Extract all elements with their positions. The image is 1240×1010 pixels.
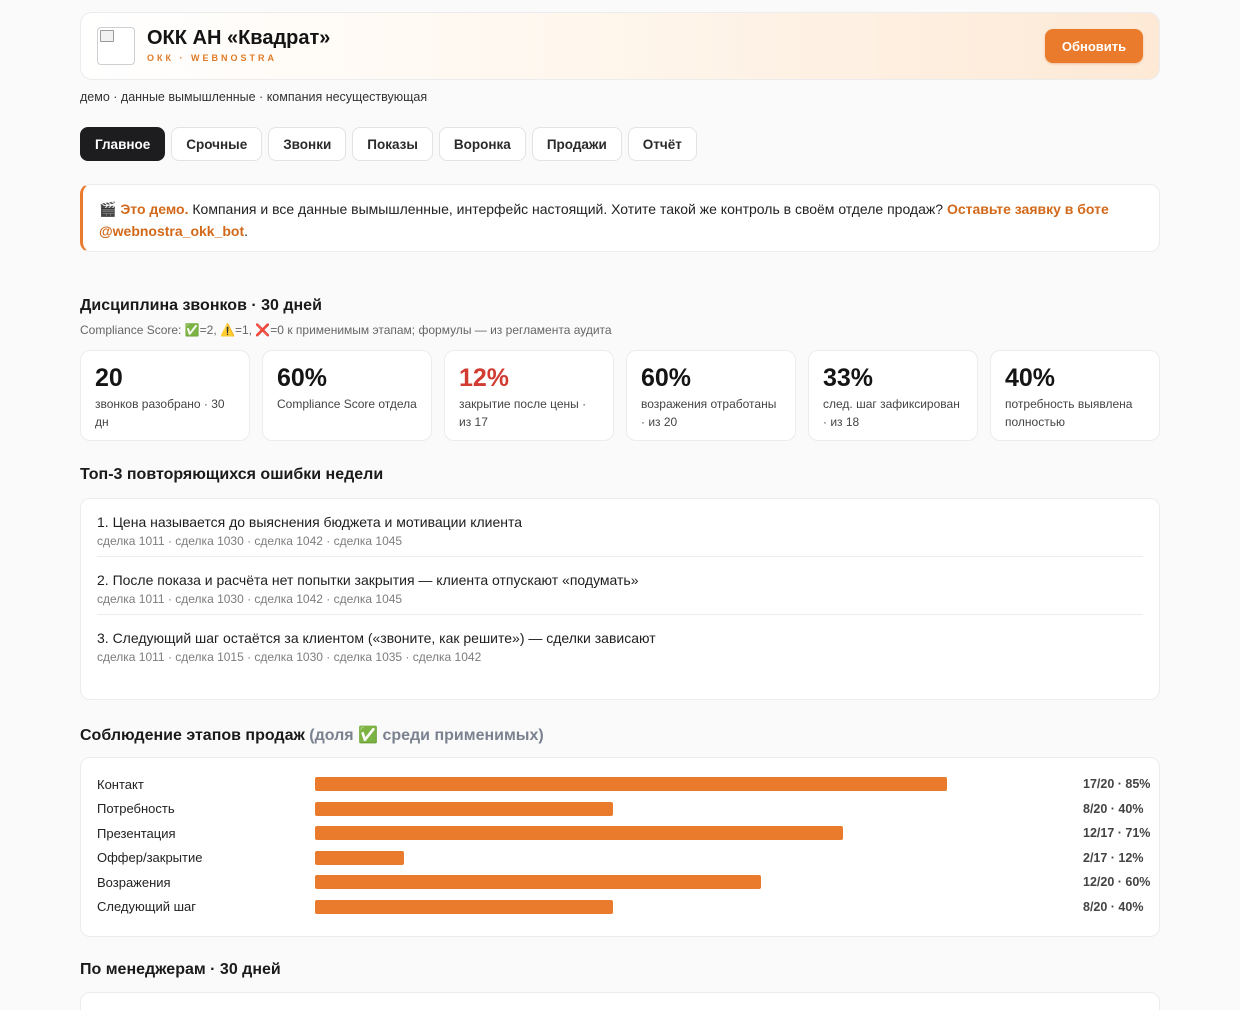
kpi-label: закрытие после цены · из 17 <box>459 397 587 429</box>
discipline-caption: Compliance Score: ✅=2, ⚠️=1, ❌=0 к приме… <box>80 323 612 337</box>
banner-text: Компания и все данные вымышленные, интер… <box>188 201 947 217</box>
stage-row: Контакт 17/20 · 85% <box>97 772 1159 797</box>
stage-value: 8/20 · 40% <box>1083 899 1144 914</box>
kpi-value: 60% <box>641 364 692 392</box>
list-item: 1. Цена называется до выяснения бюджета … <box>97 499 1143 557</box>
error-text: 3. Следующий шаг остаётся за клиентом («… <box>97 630 656 646</box>
stages-title-main: Соблюдение этапов продаж <box>80 727 305 744</box>
stage-value: 12/20 · 60% <box>1083 875 1151 890</box>
demo-note: демо · данные вымышленные · компания нес… <box>80 90 428 104</box>
app-subtitle: ОКК · WEBNOSTRA <box>147 53 277 63</box>
kpi-value: 33% <box>823 364 874 392</box>
stage-bar <box>315 899 613 914</box>
banner-bot-link[interactable]: Оставьте заявку в боте @webnostra_okk_bo… <box>99 201 1109 239</box>
stages-card: Контакт 17/20 · 85% Потребность 8/20 · 4… <box>80 757 1160 937</box>
kpi-value: 20 <box>95 364 123 392</box>
kpi-label: возражения отработаны · из 20 <box>641 397 777 429</box>
kpi-label: звонков разобрано · 30 дн <box>95 397 225 429</box>
app-title: ОКК АН «Квадрат» <box>147 27 331 49</box>
stage-track <box>315 850 1059 865</box>
stage-value: 17/20 · 85% <box>1083 777 1151 792</box>
page: ОКК АН «Квадрат» ОКК · WEBNOSTRA Обновит… <box>80 12 1160 1010</box>
stage-bar <box>315 801 613 816</box>
kpi-card: 40% потребность выявлена полностью <box>990 350 1160 441</box>
error-text: 1. Цена называется до выяснения бюджета … <box>97 514 523 530</box>
kpi-row: 20 звонков разобрано · 30 дн 60% Complia… <box>80 350 1160 441</box>
stage-name: Контакт <box>97 776 144 792</box>
kpi-value: 40% <box>1005 364 1056 392</box>
stage-value: 12/17 · 71% <box>1083 826 1151 841</box>
errors-title: Топ-3 повторяющихся ошибки недели <box>80 466 384 483</box>
list-item: 2. После показа и расчёта нет попытки за… <box>97 557 1143 615</box>
warning-icon: ⚠️ <box>220 323 235 337</box>
stages-title: Соблюдение этапов продаж (доля ✅ среди п… <box>80 725 544 745</box>
tab-report[interactable]: Отчёт <box>627 127 697 161</box>
caption-prefix: Compliance Score: <box>80 323 185 337</box>
demo-banner: 🎬 Это демо. Компания и все данные вымышл… <box>80 184 1160 252</box>
kpi-label: потребность выявлена полностью <box>1005 397 1133 429</box>
kpi-label: след. шаг зафиксирован · из 18 <box>823 397 960 429</box>
list-item: 3. Следующий шаг остаётся за клиентом («… <box>97 615 1143 673</box>
errors-card: 1. Цена называется до выяснения бюджета … <box>80 498 1160 700</box>
managers-card <box>80 992 1160 1010</box>
stage-bar <box>315 777 948 792</box>
kpi-value: 12% <box>459 364 510 392</box>
managers-title: По менеджерам · 30 дней <box>80 961 281 978</box>
kpi-card: 60% Compliance Score отдела <box>262 350 432 441</box>
stage-row: Презентация 12/17 · 71% <box>97 821 1159 846</box>
tab-sales[interactable]: Продажи <box>531 127 622 161</box>
tab-funnel[interactable]: Воронка <box>438 127 526 161</box>
stage-name: Оффер/закрытие <box>97 850 203 866</box>
stage-row: Возражения 12/20 · 60% <box>97 870 1159 895</box>
stage-name: Презентация <box>97 825 176 841</box>
tab-main[interactable]: Главное <box>80 127 166 161</box>
refresh-button[interactable]: Обновить <box>1045 29 1143 63</box>
stage-name: Следующий шаг <box>97 899 196 915</box>
stage-name: Потребность <box>97 801 175 817</box>
stage-row: Потребность 8/20 · 40% <box>97 797 1159 822</box>
error-deals: сделка 1011 · сделка 1030 · сделка 1042 … <box>97 592 403 606</box>
broken-image-icon <box>97 27 135 65</box>
kpi-card: 20 звонков разобрано · 30 дн <box>80 350 250 441</box>
app-header: ОКК АН «Квадрат» ОКК · WEBNOSTRA Обновит… <box>80 12 1160 80</box>
check-mark-icon: ✅ <box>358 727 378 744</box>
kpi-label: Compliance Score отдела <box>277 397 417 411</box>
stage-track <box>315 826 1059 841</box>
stage-bar <box>315 826 844 841</box>
caption-warn: =1, <box>234 323 256 337</box>
discipline-title: Дисциплина звонков · 30 дней <box>80 297 322 314</box>
kpi-card: 33% след. шаг зафиксирован · из 18 <box>808 350 978 441</box>
tab-calls[interactable]: Звонки <box>268 127 347 161</box>
cross-mark-icon: ❌ <box>255 323 271 337</box>
error-deals: сделка 1011 · сделка 1015 · сделка 1030 … <box>97 650 482 664</box>
stages-title-note: (доля ✅ среди применимых) <box>309 727 543 744</box>
kpi-card: 12% закрытие после цены · из 17 <box>444 350 614 441</box>
stage-bar <box>315 875 762 890</box>
tab-bar: Главное Срочные Звонки Показы Воронка Пр… <box>80 127 697 161</box>
stage-value: 2/17 · 12% <box>1083 850 1144 865</box>
clapperboard-icon: 🎬 <box>99 201 117 217</box>
stage-row: Следующий шаг 8/20 · 40% <box>97 895 1159 920</box>
check-mark-icon: ✅ <box>184 323 200 337</box>
stages-note-prefix: (доля <box>309 727 359 744</box>
stage-track <box>315 777 1059 792</box>
error-deals: сделка 1011 · сделка 1030 · сделка 1042 … <box>97 534 403 548</box>
stage-name: Возражения <box>97 874 171 890</box>
banner-lead: Это демо. <box>120 201 189 217</box>
caption-ok: =2, <box>199 323 221 337</box>
kpi-value: 60% <box>277 364 328 392</box>
stage-bar <box>315 850 405 865</box>
kpi-card: 60% возражения отработаны · из 20 <box>626 350 796 441</box>
stage-track <box>315 875 1059 890</box>
stage-track <box>315 899 1059 914</box>
stages-note-suffix: среди применимых) <box>378 727 544 744</box>
tab-urgent[interactable]: Срочные <box>171 127 263 161</box>
banner-tail: . <box>244 223 249 239</box>
tab-showings[interactable]: Показы <box>352 127 433 161</box>
caption-no: =0 к применимым этапам; формулы — из рег… <box>270 323 612 337</box>
error-text: 2. После показа и расчёта нет попытки за… <box>97 572 639 588</box>
stage-value: 8/20 · 40% <box>1083 801 1144 816</box>
stage-row: Оффер/закрытие 2/17 · 12% <box>97 846 1159 871</box>
stage-track <box>315 801 1059 816</box>
